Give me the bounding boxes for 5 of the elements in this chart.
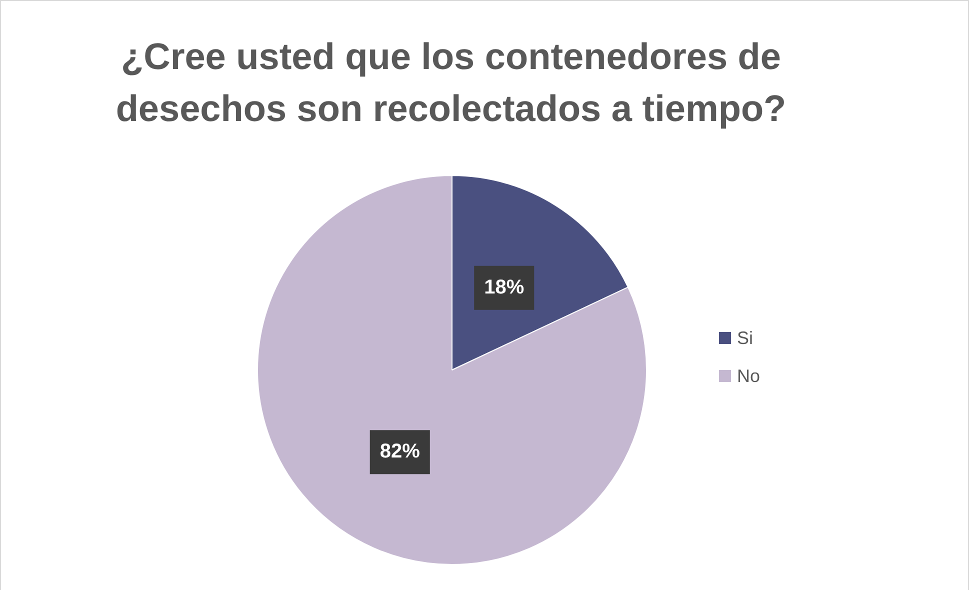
legend-label: No xyxy=(737,366,760,386)
data-label: 18% xyxy=(484,276,524,298)
legend-label: Si xyxy=(737,328,754,348)
chart-title: ¿Cree usted que los contenedores de desechos son recolectados a tiempo? xyxy=(114,35,788,131)
data-label: 82% xyxy=(380,440,420,463)
